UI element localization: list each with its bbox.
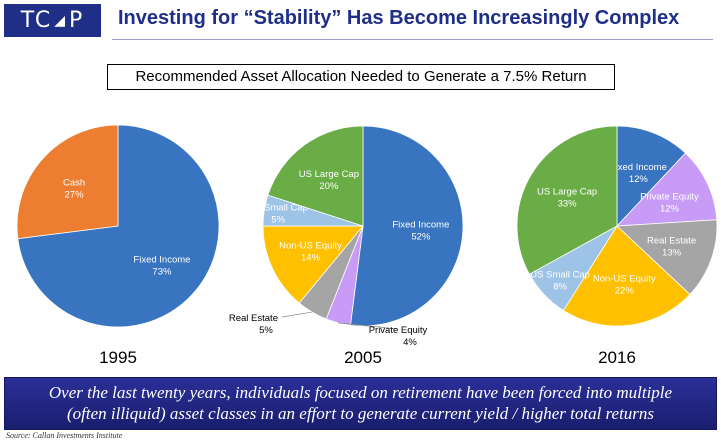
slice-label-us-large-cap: US Large Cap [299, 169, 359, 180]
pie-slice-cash [16, 124, 119, 240]
slice-pct-us-large-cap: 33% [558, 198, 578, 209]
slice-label-fixed-income: Fixed Income [133, 255, 190, 266]
slice-label-private-equity: Private Equity [369, 325, 428, 336]
slice-label-fixed-income: Fixed Income [392, 220, 449, 231]
slice-label-us-small-cap: US Small Cap [530, 269, 590, 280]
slice-label-us-small-cap: US Small Cap [248, 203, 308, 214]
slice-label-us-large-cap: US Large Cap [537, 186, 597, 197]
leader-line-private-equity [338, 322, 399, 330]
slice-pct-fixed-income: 73% [152, 267, 172, 278]
slice-pct-non-us-equity: 22% [615, 286, 635, 297]
pie-slice-real-estate [616, 219, 718, 296]
page-title: Investing for “Stability” Has Become Inc… [118, 7, 680, 29]
source-note: Source: Callan Investments Institute [6, 431, 123, 440]
pie-slice-fixed-income [616, 125, 687, 228]
logo-text-left: TC [20, 8, 53, 33]
slice-pct-real-estate: 13% [662, 248, 682, 259]
slice-label-non-us-equity: Non-US Equity [279, 241, 342, 252]
banner-line-1: Over the last twenty years, individuals … [48, 383, 673, 402]
pie-slice-non-us-equity [262, 225, 364, 304]
slice-pct-fixed-income: 52% [411, 232, 431, 243]
pie-slice-private-equity [616, 152, 718, 227]
chart-subtitle: Recommended Asset Allocation Needed to G… [107, 64, 615, 90]
header-divider [112, 39, 713, 40]
leader-line-real-estate [281, 311, 313, 318]
logo-text-right: P [69, 8, 85, 33]
slice-label-real-estate: Real Estate [229, 313, 278, 324]
pie-slice-us-large-cap [267, 125, 364, 227]
slice-pct-cash: 27% [65, 189, 85, 200]
pie-slice-fixed-income [350, 125, 464, 327]
year-label: 2005 [344, 348, 382, 367]
banner-line-2: (often illiquid) asset classes in an eff… [66, 404, 655, 423]
pie-slice-us-large-cap [516, 125, 618, 275]
tcap-logo: TC ◢ P [4, 4, 101, 37]
slice-pct-real-estate: 5% [259, 325, 273, 336]
slice-label-non-us-equity: Non-US Equity [593, 274, 656, 285]
slice-label-private-equity: Private Equity [640, 191, 699, 202]
slice-pct-us-small-cap: 8% [553, 281, 567, 292]
summary-banner: Over the last twenty years, individuals … [4, 377, 717, 430]
slice-label-fixed-income: Fixed Income [610, 162, 667, 173]
slice-pct-private-equity: 4% [403, 337, 417, 348]
slice-pct-us-large-cap: 20% [319, 181, 339, 192]
pie-slice-non-us-equity [562, 225, 691, 327]
slice-label-cash: Cash [63, 177, 85, 188]
slice-pct-us-small-cap: 5% [271, 215, 285, 226]
logo-triangle-icon: ◢ [54, 12, 67, 29]
slice-pct-non-us-equity: 14% [301, 253, 321, 264]
year-label: 2016 [598, 348, 636, 367]
slice-pct-fixed-income: 12% [629, 174, 649, 185]
slice-pct-private-equity: 12% [660, 203, 680, 214]
year-label: 1995 [99, 348, 137, 367]
slice-label-real-estate: Real Estate [647, 236, 696, 247]
